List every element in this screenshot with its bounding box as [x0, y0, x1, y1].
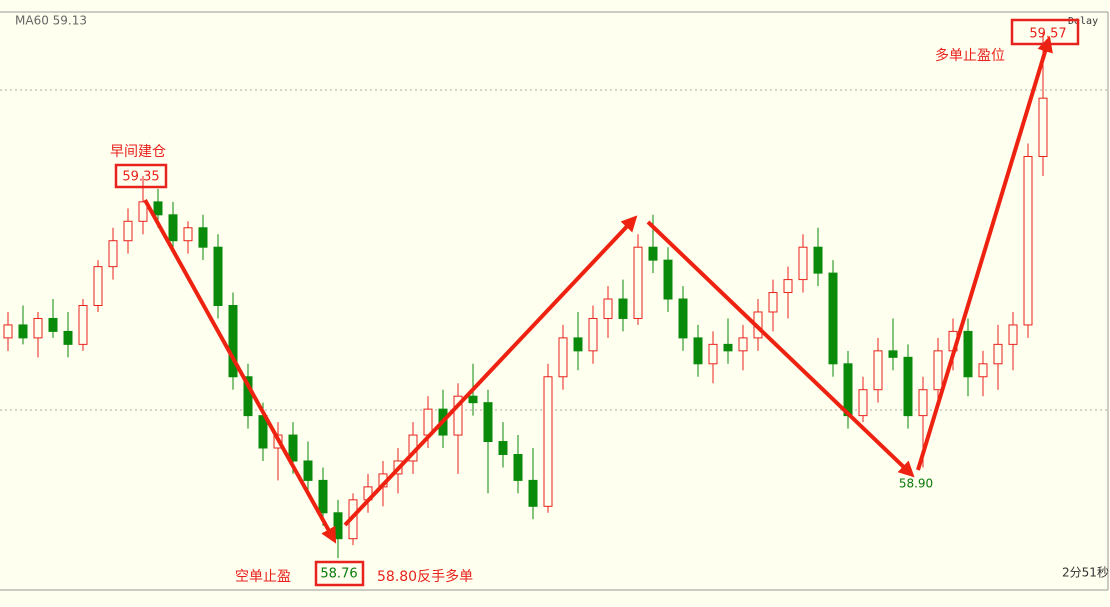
candle-body — [648, 246, 658, 261]
timer: 2分51秒 — [1062, 566, 1109, 580]
candle-body — [663, 259, 673, 300]
candle-body — [993, 343, 1003, 365]
arrows — [143, 35, 1053, 544]
candle-body — [1008, 324, 1018, 345]
candle-body — [138, 201, 148, 222]
candle-body — [678, 298, 688, 339]
candle-body — [303, 460, 313, 481]
candle-body — [1023, 156, 1033, 326]
candle-body — [978, 363, 988, 378]
candle-body — [153, 201, 163, 216]
candle-body — [63, 330, 73, 345]
candle-body — [918, 389, 928, 417]
candle-body — [33, 317, 43, 339]
candle-body — [723, 343, 733, 352]
price-box — [114, 163, 168, 189]
candle-body — [888, 350, 898, 358]
candle-body — [1038, 97, 1048, 158]
candle-body — [423, 408, 433, 436]
candle-body — [573, 337, 583, 352]
price-box — [314, 560, 365, 587]
indicator: MA60 59.13 — [15, 14, 87, 28]
candle-body — [483, 402, 493, 443]
candle-body — [933, 350, 943, 391]
candle-body — [738, 337, 748, 352]
candle-body — [78, 305, 88, 345]
annotation: 59.35 — [122, 170, 159, 185]
candle-body — [963, 330, 973, 378]
annotation: 58.76 — [320, 567, 357, 582]
candle-body — [828, 272, 838, 365]
candle-body — [798, 246, 808, 281]
annotation: 早间建仓 — [110, 144, 166, 160]
candle-body — [3, 324, 13, 339]
candle-body — [18, 324, 28, 339]
candle-body — [813, 246, 823, 274]
candle-body — [768, 292, 778, 313]
candle-body — [693, 337, 703, 365]
candle-body — [558, 337, 568, 378]
delay: Delay — [1068, 16, 1098, 27]
candle-body — [183, 227, 193, 242]
candle-body — [618, 298, 628, 319]
candle-body — [858, 389, 868, 417]
price-box — [1010, 18, 1080, 46]
annotation: 空单止盈 — [235, 569, 291, 585]
candle-body — [528, 479, 538, 507]
arrow — [646, 220, 915, 478]
annotation: 59.57 — [1029, 27, 1066, 42]
candle-body — [123, 220, 133, 242]
arrow — [916, 35, 1053, 471]
candle-body — [318, 479, 328, 514]
candle-body — [588, 317, 598, 352]
candle-body — [873, 350, 883, 391]
candle-body — [333, 512, 343, 540]
candle-body — [213, 246, 223, 306]
candle-body — [903, 356, 913, 417]
candle-body — [168, 214, 178, 242]
candle-body — [198, 227, 208, 248]
candle-body — [543, 376, 553, 507]
candle-body — [468, 395, 478, 404]
candle-body — [513, 453, 523, 481]
candle-body — [633, 246, 643, 319]
candle-body — [843, 363, 853, 417]
candle-body — [708, 343, 718, 365]
annotation: 多单止盈位 — [935, 47, 1005, 64]
annotation: 58.80反手多单 — [377, 568, 473, 585]
candle-body — [498, 441, 508, 455]
candle-body — [603, 298, 613, 319]
candles — [3, 33, 1048, 559]
candle-body — [783, 279, 793, 294]
annotation: 58.90 — [899, 477, 933, 491]
arrow — [343, 215, 638, 527]
candle-body — [108, 240, 118, 268]
candle-body — [93, 266, 103, 306]
candle-body — [228, 305, 238, 378]
candle-body — [48, 317, 58, 332]
candle-body — [288, 434, 298, 462]
candle-body — [453, 395, 463, 436]
arrow — [143, 199, 337, 544]
